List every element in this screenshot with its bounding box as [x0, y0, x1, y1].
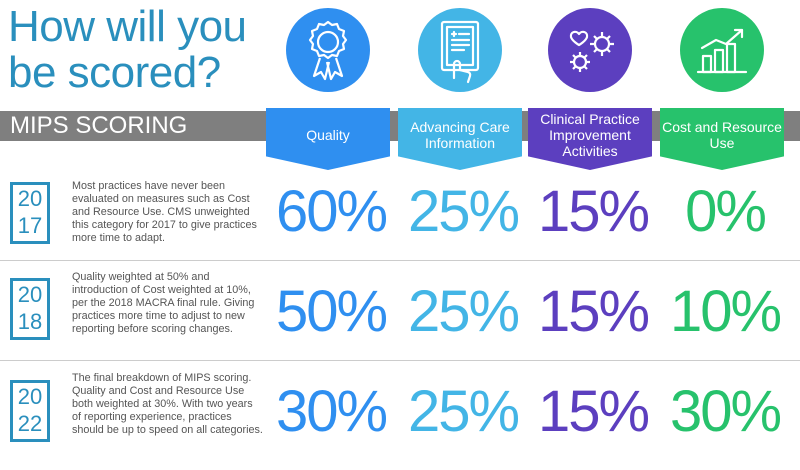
- row-description-2022: The final breakdown of MIPS scoring. Qua…: [72, 372, 263, 436]
- year-badge-2017: 20 17: [10, 182, 50, 244]
- row-description-2017: Most practices have never been evaluated…: [72, 180, 257, 244]
- title-line-2: be scored?: [8, 48, 221, 97]
- cpia-percent-2017: 15%: [537, 179, 650, 244]
- quality-percent-2017: 60%: [275, 179, 388, 244]
- cpia-percent-2022: 15%: [537, 379, 650, 444]
- quality-percent-2022: 30%: [275, 379, 388, 444]
- year-top: 20: [17, 384, 43, 409]
- row-description-2018: Quality weighted at 50% and introduction…: [72, 271, 255, 335]
- row-divider: [0, 360, 800, 361]
- cost-percent-2022: 30%: [669, 379, 782, 444]
- cost-percent-2018: 10%: [669, 279, 782, 344]
- aci-percent-2018: 25%: [407, 279, 520, 344]
- cost-percent-2017: 0%: [685, 179, 767, 244]
- bar-chart-growth-icon: [680, 8, 764, 92]
- column-header-aci: Advancing Care Information: [398, 108, 522, 170]
- row-divider: [0, 260, 800, 261]
- ribbon-award-icon: [286, 8, 370, 92]
- title-line-1: How will you: [8, 2, 247, 51]
- column-header-quality: Quality: [266, 108, 390, 170]
- cpia-percent-2018: 15%: [537, 279, 650, 344]
- year-badge-2018: 20 18: [10, 278, 50, 340]
- year-top: 20: [17, 186, 43, 211]
- heart-gears-icon: [548, 8, 632, 92]
- digital-document-icon: [418, 8, 502, 92]
- section-label: MIPS SCORING: [10, 112, 188, 139]
- column-header-cost: Cost and Resource Use: [660, 108, 784, 170]
- quality-percent-2018: 50%: [275, 279, 388, 344]
- aci-percent-2022: 25%: [407, 379, 520, 444]
- year-bottom: 22: [17, 411, 43, 436]
- year-top: 20: [17, 282, 43, 307]
- aci-percent-2017: 25%: [407, 179, 520, 244]
- column-header-cpia: Clinical Practice Improvement Activities: [528, 108, 652, 170]
- year-badge-2022: 20 22: [10, 380, 50, 442]
- page-title: How will you be scored?: [8, 4, 268, 96]
- year-bottom: 17: [17, 213, 43, 238]
- year-bottom: 18: [17, 309, 43, 334]
